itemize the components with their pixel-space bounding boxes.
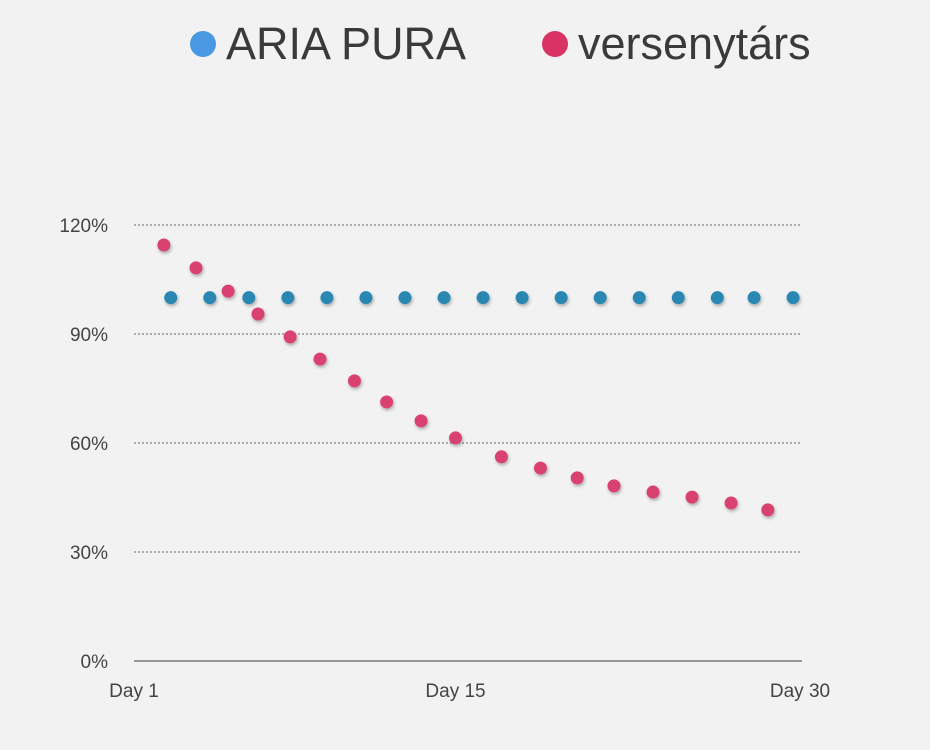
aria-pura-point: [786, 291, 800, 305]
y-tick-label: 120%: [59, 216, 108, 237]
aria-pura-point: [320, 291, 334, 305]
legend-item-aria-pura: ARIA PURA: [190, 18, 466, 70]
versenytars-point: [761, 503, 775, 517]
y-tick-label: 0%: [81, 652, 109, 673]
versenytars-point: [313, 352, 327, 366]
aria-pura-point: [632, 291, 646, 305]
legend: ARIA PURA versenytárs: [0, 18, 930, 74]
versenytars-point: [570, 471, 584, 485]
aria-pura-point: [398, 291, 412, 305]
x-tick-label: Day 15: [425, 681, 485, 702]
aria-pura-point: [593, 291, 607, 305]
legend-label: ARIA PURA: [226, 18, 467, 69]
y-tick-label: 90%: [70, 325, 108, 346]
legend-dot-icon: [542, 31, 568, 57]
x-tick-label: Day 30: [770, 681, 830, 702]
legend-dot-icon: [190, 31, 216, 57]
versenytars-point: [533, 461, 547, 475]
versenytars-point: [414, 414, 428, 428]
versenytars-point: [347, 374, 361, 388]
y-tick-label: 60%: [70, 434, 108, 455]
aria-pura-point: [554, 291, 568, 305]
aria-pura-point: [164, 291, 178, 305]
versenytars-point: [283, 330, 297, 344]
aria-pura-point: [747, 291, 761, 305]
aria-pura-point: [281, 291, 295, 305]
versenytars-point: [646, 485, 660, 499]
versenytars-point: [724, 496, 738, 510]
y-tick-label: 30%: [70, 543, 108, 564]
versenytars-point: [221, 284, 235, 298]
versenytars-point: [685, 490, 699, 504]
versenytars-point: [449, 431, 463, 445]
versenytars-point: [251, 307, 265, 321]
versenytars-point: [189, 261, 203, 275]
versenytars-point: [607, 479, 621, 493]
legend-item-versenytars: versenytárs: [542, 18, 811, 70]
x-tick-label: Day 1: [109, 681, 159, 702]
aria-pura-point: [671, 291, 685, 305]
aria-pura-point: [476, 291, 490, 305]
legend-label: versenytárs: [578, 18, 811, 69]
aria-pura-point: [515, 291, 529, 305]
aria-pura-point: [710, 291, 724, 305]
aria-pura-point: [203, 291, 217, 305]
aria-pura-point: [437, 291, 451, 305]
versenytars-point: [494, 450, 508, 464]
versenytars-point: [157, 238, 171, 252]
aria-pura-point: [242, 291, 256, 305]
versenytars-point: [380, 395, 394, 409]
aria-pura-point: [359, 291, 373, 305]
